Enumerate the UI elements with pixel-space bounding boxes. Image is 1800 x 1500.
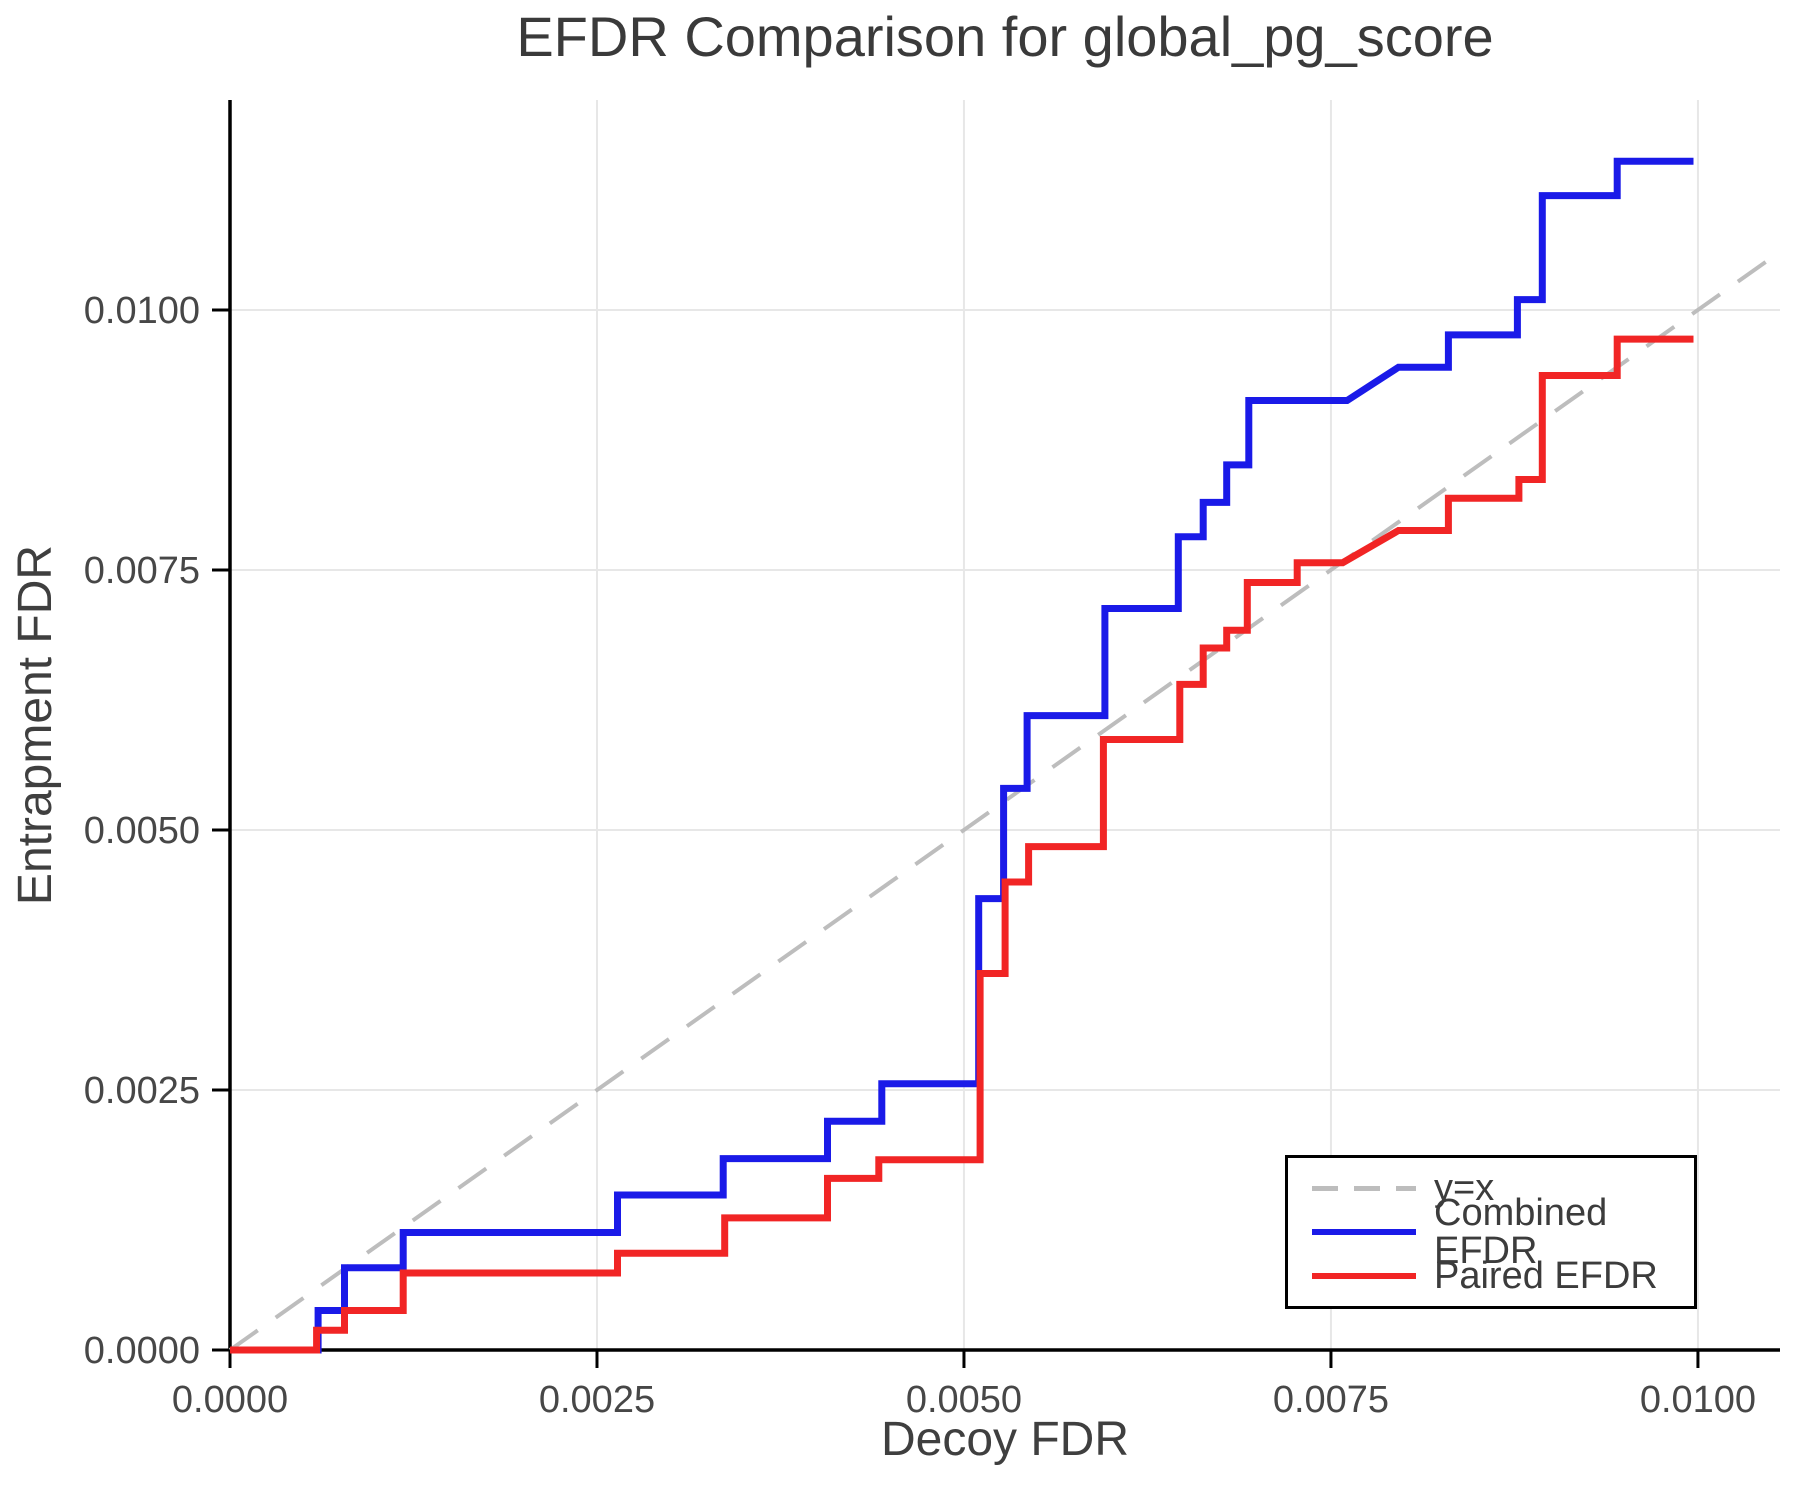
legend-item-combined-efdr: Combined EFDR (1288, 1194, 1694, 1270)
series-path-paired-efdr (230, 335, 1694, 1354)
legend-label: y=x (1434, 1167, 1495, 1209)
y-tick-label: 0.0025 (84, 1070, 200, 1112)
legend-item-paired-efdr: Paired EFDR (1288, 1256, 1694, 1296)
series-path-y-x (228, 250, 1782, 1352)
y-tick-label: 0.0100 (84, 290, 200, 332)
y-axis-title: Entrapment FDR (9, 544, 62, 906)
x-tick-label: 0.0075 (1273, 1379, 1389, 1421)
paired-efdr-swatch (1312, 1273, 1416, 1279)
x-tick-label: 0.0050 (906, 1379, 1022, 1421)
x-axis-title: Decoy FDR (880, 1413, 1130, 1466)
x-tick-label: 0.0000 (172, 1379, 288, 1421)
y-tick-label: 0.0075 (84, 550, 200, 592)
y-tick-label: 0.0000 (84, 1330, 200, 1372)
legend: y=x Combined EFDR Paired EFDR (1285, 1155, 1697, 1309)
y-tick-label: 0.0050 (84, 810, 200, 852)
x-tick-label: 0.0025 (539, 1379, 655, 1421)
chart-title: EFDR Comparison for global_pg_score (516, 5, 1494, 68)
legend-label: Paired EFDR (1434, 1255, 1658, 1297)
legend-item-identity: y=x (1288, 1168, 1694, 1208)
legend-label: Combined EFDR (1434, 1192, 1608, 1272)
x-tick-label: 0.0100 (1640, 1379, 1756, 1421)
series-path-combined-efdr (230, 157, 1694, 1354)
combined-efdr-swatch (1312, 1229, 1416, 1235)
identity-line-swatch (1312, 1185, 1416, 1191)
